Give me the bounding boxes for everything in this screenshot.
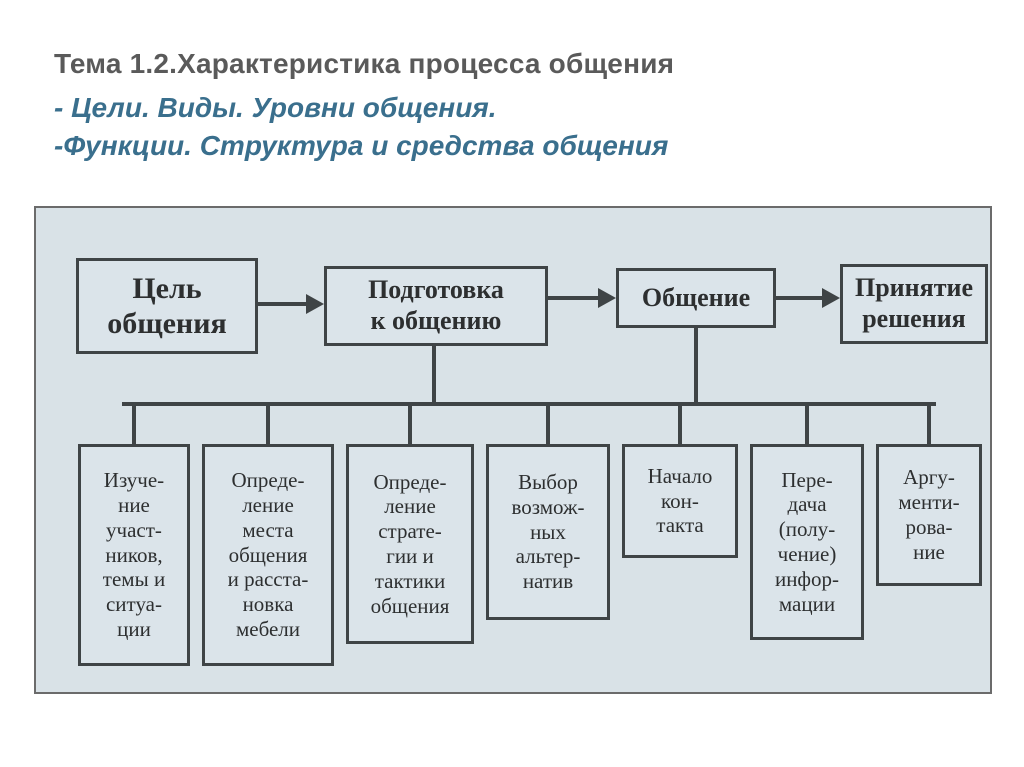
connector xyxy=(678,404,682,444)
subtitle-line-2: -Функции. Структура и средства общения xyxy=(54,130,954,162)
flow-node-decide: Принятиерешения xyxy=(840,264,988,344)
connector xyxy=(694,328,698,404)
connector-bus xyxy=(122,402,936,406)
child-node: Аргу-менти-рова-ние xyxy=(876,444,982,586)
arrow-icon xyxy=(258,290,324,318)
arrow-icon xyxy=(548,284,616,312)
diagram: Цельобщения Подготовкак общению Общение При… xyxy=(36,208,990,692)
flow-node-label: Принятиерешения xyxy=(855,273,973,334)
child-node-label: Пере-дача(полу-чение)инфор-мации xyxy=(775,468,839,617)
connector xyxy=(805,404,809,444)
heading-block: Тема 1.2.Характеристика процесса общения… xyxy=(54,48,954,168)
flow-node-comm: Общение xyxy=(616,268,776,328)
flow-node-prep: Подготовкак общению xyxy=(324,266,548,346)
child-node: Опреде-лениеместаобщенияи расста-новкаме… xyxy=(202,444,334,666)
connector xyxy=(408,404,412,444)
subtitle-line-1: - Цели. Виды. Уровни общения. xyxy=(54,92,954,124)
child-node-label: Изуче-ниеучаст-ников,темы иситуа-ции xyxy=(103,468,165,641)
child-node-label: Началокон-такта xyxy=(648,464,713,538)
child-node: Изуче-ниеучаст-ников,темы иситуа-ции xyxy=(78,444,190,666)
child-node-label: Опреде-лениеместаобщенияи расста-новкаме… xyxy=(228,468,309,641)
connector xyxy=(132,404,136,444)
child-node: Выборвозмож-ныхальтер-натив xyxy=(486,444,610,620)
connector xyxy=(927,404,931,444)
child-node: Началокон-такта xyxy=(622,444,738,558)
connector xyxy=(546,404,550,444)
child-node: Опреде-лениестрате-гии итактикиобщения xyxy=(346,444,474,644)
flow-node-goal: Цельобщения xyxy=(76,258,258,354)
flow-node-label: Цельобщения xyxy=(107,271,226,342)
page-title: Тема 1.2.Характеристика процесса общения xyxy=(54,48,954,80)
arrow-icon xyxy=(776,284,840,312)
connector xyxy=(432,346,436,404)
slide: Тема 1.2.Характеристика процесса общения… xyxy=(0,0,1024,767)
child-node: Пере-дача(полу-чение)инфор-мации xyxy=(750,444,864,640)
connector xyxy=(266,404,270,444)
flow-node-label: Общение xyxy=(642,283,750,314)
child-node-label: Опреде-лениестрате-гии итактикиобщения xyxy=(371,470,450,619)
diagram-frame: Цельобщения Подготовкак общению Общение При… xyxy=(34,206,992,694)
child-node-label: Аргу-менти-рова-ние xyxy=(898,465,959,564)
child-node-label: Выборвозмож-ныхальтер-натив xyxy=(511,470,584,594)
flow-node-label: Подготовкак общению xyxy=(368,275,504,336)
